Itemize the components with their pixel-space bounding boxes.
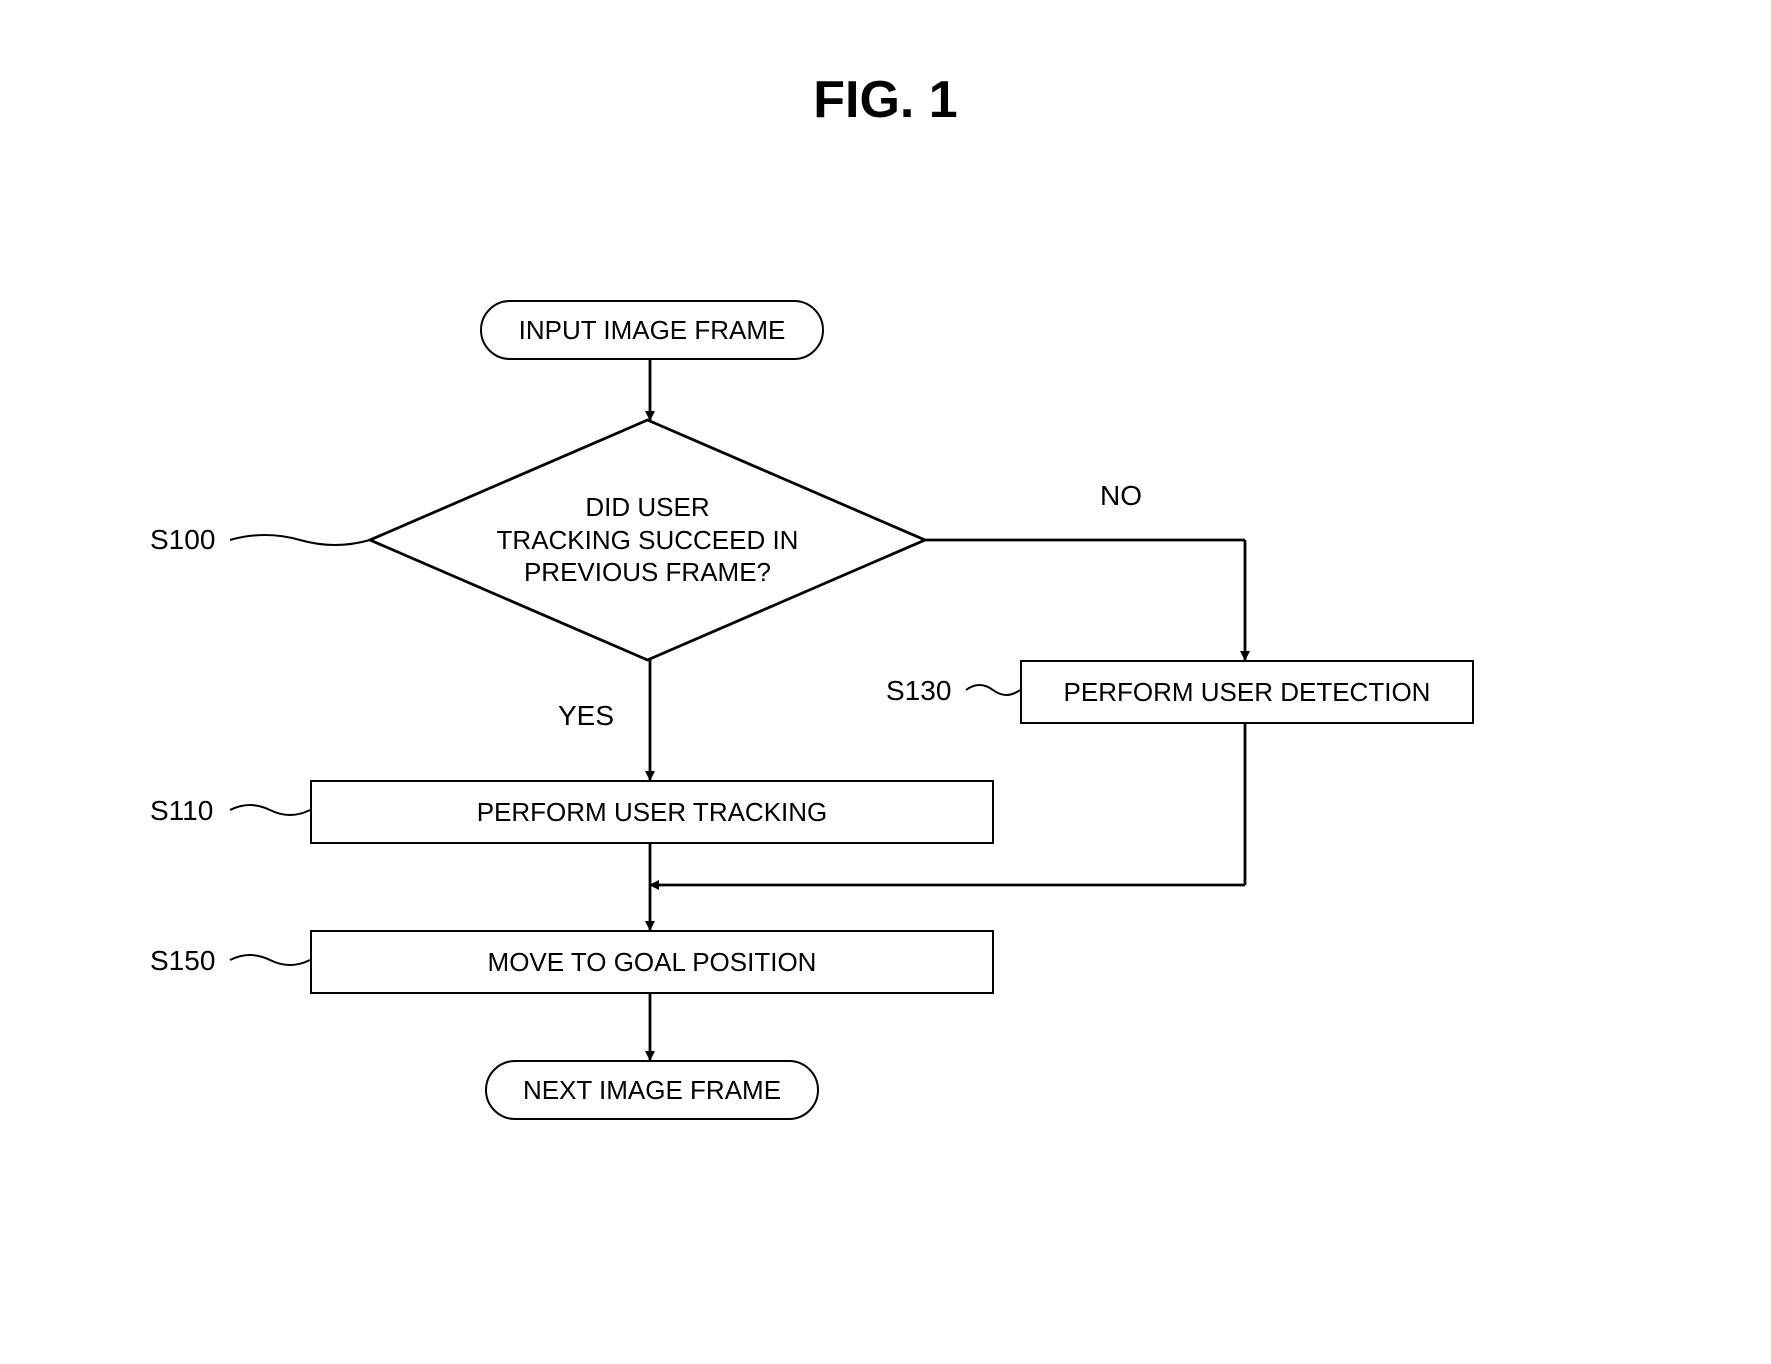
flowchart-canvas: FIG. 1 INPUT IMAGE FRAME DID USERTRACKIN…	[0, 0, 1771, 1364]
leader-s150	[0, 0, 1771, 1364]
